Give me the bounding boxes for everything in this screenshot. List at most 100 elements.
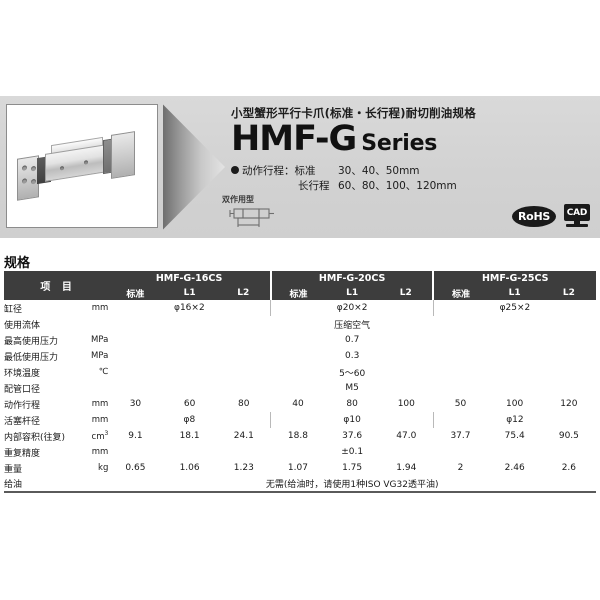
row-unit: mm (91, 303, 109, 313)
row-unit: kg (98, 463, 109, 473)
data-cell: 100 (506, 399, 524, 409)
product-photo-illustration (7, 105, 157, 227)
table-row: 活塞杆径 mm φ8 φ10 φ12 (4, 412, 596, 428)
data-cell: 18.1 (179, 431, 200, 441)
data-cell: φ20×2 (270, 300, 434, 316)
table-header-row-variants: 标准 L1 L2 标准 L1 L2 标准 L1 L2 (4, 286, 596, 300)
column-header-16cs-l2: L2 (216, 286, 272, 300)
stroke-label-long: 长行程 (298, 180, 330, 193)
stroke-heading: 动作行程：标准 (242, 165, 316, 177)
data-cell: 压缩空气 (334, 320, 371, 331)
table-row: 内部容积(往复) cm3 9.1 18.1 24.1 18.8 37.6 47.0 37.7 75… (4, 428, 596, 444)
row-unit: mm (91, 415, 109, 425)
gripper-jaw-left (17, 155, 39, 201)
row-label: 最低使用压力 (4, 352, 59, 363)
data-cell: 60 (183, 399, 196, 409)
row-label: 内部容积(往复) (4, 432, 66, 443)
row-unit: cm3 (76, 428, 109, 444)
table-row: 最高使用压力 MPa 0.7 (4, 332, 596, 348)
table-row: 动作行程 mm 30 60 80 40 80 100 50 100 120 (4, 396, 596, 412)
cad-icon: CAD (563, 204, 591, 229)
data-cell: φ16×2 (108, 300, 272, 316)
data-cell: 18.8 (287, 431, 308, 441)
stroke-values-standard: 30、40、50mm (338, 165, 420, 177)
data-cell: 5～60 (339, 368, 366, 379)
data-cell: 0.7 (345, 335, 360, 345)
data-cell: 1.75 (342, 463, 363, 473)
certification-badges: RoHS CAD (512, 204, 591, 229)
column-header-model-25cs: HMF-G-25CS (433, 271, 596, 286)
table-header: 项 目 HMF-G-16CS HMF-G-20CS HMF-G-25CS 标准 … (4, 271, 596, 300)
data-cell: ±0.1 (341, 447, 364, 457)
column-header-25cs-standard: 标准 (433, 286, 488, 300)
data-cell: 50 (454, 399, 467, 409)
table-row: 缸径 mm φ16×2 φ20×2 φ25×2 (4, 300, 596, 316)
row-label: 使用流体 (4, 320, 41, 331)
column-header-25cs-l1: L1 (487, 286, 542, 300)
table-row: 使用流体 压缩空气 (4, 316, 596, 332)
data-cell: 无需(给油时，请使用1种ISO VG32透平油) (108, 476, 596, 493)
table-row: 重复精度 mm ±0.1 (4, 444, 596, 460)
data-cell: 1.94 (396, 463, 417, 473)
table-row: 给油 无需(给油时，请使用1种ISO VG32透平油) (4, 476, 596, 493)
stroke-row-standard: 动作行程：标准 30、40、50mm (231, 164, 591, 179)
data-cell: 1.23 (233, 463, 254, 473)
stroke-values-long: 60、80、100、120mm (338, 180, 457, 193)
data-cell: 100 (397, 399, 415, 409)
bullet-icon (231, 166, 239, 174)
table-row: 重量 kg 0.65 1.06 1.23 1.07 1.75 1.94 2 2.46 2.6 (4, 460, 596, 476)
table-row: 最低使用压力 MPa 0.3 (4, 348, 596, 364)
data-cell: 120 (560, 399, 578, 409)
row-unit (76, 380, 108, 396)
row-label: 环境温度 (4, 368, 41, 379)
specification-table: 项 目 HMF-G-16CS HMF-G-20CS HMF-G-25CS 标准 … (4, 271, 596, 493)
data-cell: 40 (292, 399, 304, 409)
product-title: HMF-G Series (231, 122, 591, 157)
column-header-20cs-standard: 标准 (270, 286, 326, 300)
row-unit: mm (91, 399, 109, 409)
row-label: 给油 (4, 476, 77, 493)
column-header-16cs-l1: L1 (162, 286, 217, 300)
table-row: 配管口径 M5 (4, 380, 596, 396)
data-cell: 24.1 (233, 431, 254, 441)
column-header-20cs-l1: L1 (325, 286, 380, 300)
spec-section-heading: 规格 (4, 256, 31, 271)
row-label: 动作行程 (4, 400, 41, 411)
product-photo (6, 104, 158, 228)
product-title-series: Series (361, 131, 438, 156)
data-cell: 0.3 (345, 351, 360, 361)
product-subtitle: 小型蟹形平行卡爪(标准・长行程)耐切削油规格 (231, 106, 476, 120)
data-cell: 0.65 (125, 463, 146, 473)
row-unit (76, 476, 109, 493)
data-cell: 2.46 (504, 463, 525, 473)
banner-arrow-graphic (163, 104, 225, 230)
product-title-main: HMF-G (231, 119, 357, 159)
row-unit: MPa (91, 335, 109, 345)
data-cell: 75.4 (504, 431, 525, 441)
data-cell: φ25×2 (499, 303, 531, 313)
row-unit-exponent: 3 (104, 430, 109, 438)
data-cell: 1.07 (287, 463, 308, 473)
data-cell: 37.7 (450, 431, 471, 441)
product-banner: 小型蟹形平行卡爪(标准・长行程)耐切削油规格 HMF-G Series 动作行程：… (0, 96, 600, 238)
cad-screen-label: CAD (564, 204, 590, 221)
table-row: 环境温度 ℃ 5～60 (4, 364, 596, 380)
double-acting-label: 双作用型 (222, 195, 254, 204)
cad-monitor-base (566, 224, 588, 227)
double-acting-symbol-icon (224, 206, 280, 230)
data-cell: φ8 (108, 412, 272, 428)
table-body: 缸径 mm φ16×2 φ20×2 φ25×2 使用流体 压缩空气 最高使用压力 MPa 0.7 最… (4, 300, 596, 493)
rohs-icon: RoHS (512, 206, 556, 227)
column-header-model-16cs: HMF-G-16CS (108, 271, 272, 286)
row-label: 重复精度 (4, 448, 41, 459)
banner-text-block: 小型蟹形平行卡爪(标准・长行程)耐切削油规格 HMF-G Series 动作行程：… (231, 105, 591, 194)
column-header-model-20cs: HMF-G-20CS (270, 271, 435, 286)
row-unit: ℃ (98, 367, 109, 377)
row-label: 最高使用压力 (4, 336, 59, 347)
column-header-25cs-l2: L2 (541, 286, 596, 300)
data-cell: 2 (457, 463, 464, 473)
data-cell: 80 (238, 399, 250, 409)
data-cell: 1.06 (179, 463, 200, 473)
row-label: 缸径 (4, 304, 23, 315)
data-cell: φ12 (506, 415, 524, 425)
